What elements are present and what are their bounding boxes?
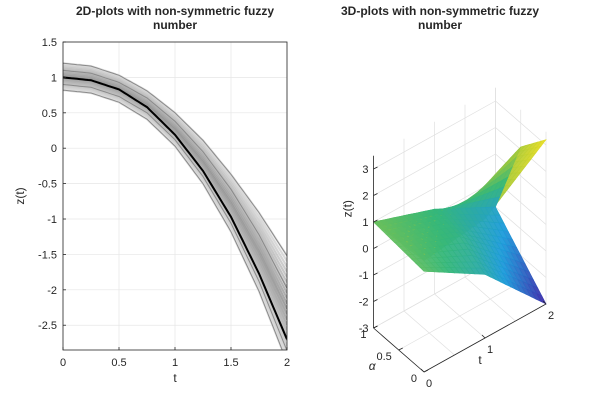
y-tick-label: -1: [47, 214, 57, 226]
y-tick-label: -1.5: [38, 249, 57, 261]
z-tick-label: -2: [359, 297, 369, 309]
fuzzy-band-group: [63, 62, 287, 350]
y-tick-label: 1.5: [42, 37, 57, 49]
x-tick-label: 0: [60, 357, 66, 369]
chart-title-3d: 3D-plots with non-symmetric fuzzy number: [340, 4, 540, 32]
surface-patch: [372, 220, 384, 227]
z-tick-label: -1: [359, 270, 369, 282]
z-tick: [373, 166, 378, 170]
series-line-0: [63, 62, 287, 257]
z-tick-label: 3: [362, 164, 368, 176]
alpha-tick: [423, 369, 429, 373]
y-tick-label: 0: [51, 143, 57, 155]
t-tick-label: 0: [426, 378, 432, 390]
chart-title-2d: 2D-plots with non-symmetric fuzzy number: [75, 4, 275, 32]
series-line-1: [63, 69, 287, 289]
fuzzy-band-curve: [63, 87, 286, 350]
fuzzy-band-curve: [63, 67, 287, 278]
fuzzy-band-curve: [63, 64, 287, 268]
x-tick-label: 0.5: [111, 357, 126, 369]
y-tick-label: -2: [47, 285, 57, 297]
x-axis-label: t: [173, 371, 177, 385]
z-tick-label: 2: [362, 191, 368, 203]
alpha-tick-label: 1: [360, 329, 366, 341]
z-tick: [373, 193, 378, 196]
fuzzy-band-curve: [63, 72, 287, 299]
z-tick: [373, 246, 378, 249]
z-tick-label: 1: [362, 217, 368, 229]
floor-grid-alpha: [398, 281, 521, 351]
z-tick: [373, 299, 378, 302]
x-tick-label: 1: [172, 357, 178, 369]
y-tick-label: -0.5: [38, 179, 57, 191]
fuzzy-band-curve: [63, 74, 287, 305]
t-tick-label: 2: [548, 310, 554, 322]
alpha-tick-label: 0.5: [376, 351, 391, 363]
y-axis-label: z(t): [13, 187, 27, 204]
y-tick-label: 1: [51, 72, 57, 84]
z-tick: [373, 219, 378, 223]
series-line-4: [63, 89, 283, 350]
fuzzy-band-curve: [63, 66, 287, 273]
alpha-axis-label: α: [369, 359, 377, 373]
z-axis-label: z(t): [341, 200, 355, 217]
fuzzy-band-curve: [63, 85, 287, 347]
fuzzy-band-curve: [63, 71, 287, 294]
t-tick: [542, 300, 547, 305]
z-tick-label: -3: [359, 323, 369, 335]
t-tick: [481, 334, 486, 339]
crisp-solution-line: [63, 76, 287, 340]
alpha-tick: [373, 325, 378, 329]
y-tick-label: 0.5: [42, 108, 57, 120]
t-tick: [420, 368, 425, 373]
z-tick-label: 0: [362, 244, 368, 256]
fuzzy-band-curve: [63, 86, 287, 350]
x-tick-label: 2: [284, 357, 290, 369]
t-tick-label: 1: [487, 344, 493, 356]
series-line-3: [63, 84, 287, 350]
fuzzy-band-curve: [63, 78, 287, 321]
fuzzy-band-curve: [63, 70, 287, 289]
z-tick: [373, 272, 378, 276]
y-tick-label: -2.5: [38, 320, 57, 332]
alpha-tick-label: 0: [411, 373, 417, 385]
t-axis-label: t: [478, 353, 482, 367]
left-plot-2d: 0 0.5 1 1.5 2 1.5 1 0.5 0 -0.5 -1 -1.5 -2 -2.5 t z(t): [13, 37, 290, 385]
x-tick-label: 1.5: [223, 357, 238, 369]
alpha-tick: [398, 347, 403, 351]
fuzzy-band-curve: [63, 63, 287, 262]
